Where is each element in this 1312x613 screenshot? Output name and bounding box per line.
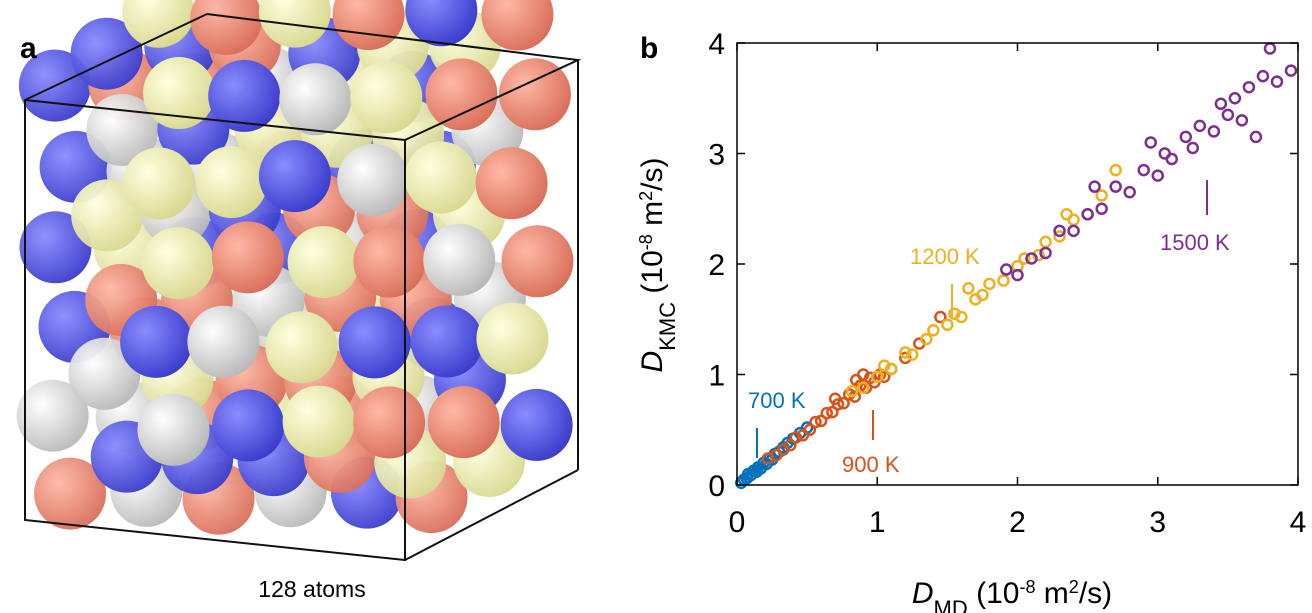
structure-caption: 128 atoms xyxy=(258,576,365,602)
point xyxy=(1167,154,1177,164)
axis-label-part: 2 xyxy=(636,191,656,201)
x-tick-label: 0 xyxy=(729,506,746,539)
panel-label: a xyxy=(20,32,37,65)
x-tick-label: 2 xyxy=(1009,506,1026,539)
y-tick-label: 4 xyxy=(708,28,725,61)
point xyxy=(1195,121,1205,131)
point xyxy=(963,283,973,293)
axis-label-part: m xyxy=(1035,577,1068,610)
point xyxy=(1216,99,1226,109)
point xyxy=(1188,143,1198,153)
axis-label-part: (10 xyxy=(968,577,1020,610)
atom-structure xyxy=(17,0,574,535)
atom xyxy=(339,306,411,378)
atom xyxy=(405,142,477,214)
point xyxy=(1286,66,1296,76)
atom xyxy=(425,58,497,130)
atom xyxy=(120,306,192,378)
x-tick-label: 4 xyxy=(1290,506,1307,539)
point xyxy=(1251,132,1261,142)
atom xyxy=(353,386,425,458)
point xyxy=(1083,209,1093,219)
atom xyxy=(337,144,409,216)
point xyxy=(1146,137,1156,147)
point xyxy=(1090,182,1100,192)
axis-label-part: D xyxy=(912,577,934,610)
axis-label: DMD (10-8 m2/s) xyxy=(912,577,1112,613)
point xyxy=(1062,209,1072,219)
axis-label-part: /s) xyxy=(1079,577,1112,610)
atom xyxy=(279,63,351,135)
point xyxy=(1069,226,1079,236)
atom xyxy=(137,394,209,466)
plot-frame xyxy=(737,43,1298,485)
axis-label-part: -8 xyxy=(636,234,656,250)
atom xyxy=(476,303,548,375)
atom xyxy=(350,61,422,133)
atom xyxy=(283,386,355,458)
x-tick-label: 3 xyxy=(1149,506,1166,539)
axis-label-part: 2 xyxy=(1069,577,1079,597)
atom xyxy=(428,386,500,458)
y-tick-label: 2 xyxy=(708,249,725,282)
point xyxy=(1258,71,1268,81)
y-tick-label: 0 xyxy=(708,470,725,503)
atom xyxy=(476,147,548,219)
atom xyxy=(501,389,573,461)
series-label: 1200 K xyxy=(910,244,980,269)
point xyxy=(984,279,994,289)
point xyxy=(1111,165,1121,175)
point xyxy=(1111,182,1121,192)
figure: a b 128 atoms 0 1 2 3 4 0 1 2 3 4 700 K 900 K 1200 K… xyxy=(0,0,1312,613)
y-tick-label: 3 xyxy=(708,139,725,172)
point xyxy=(928,325,938,335)
point xyxy=(1244,82,1254,92)
axis-label-part: /s) xyxy=(636,158,669,191)
point xyxy=(1209,126,1219,136)
atom xyxy=(353,226,425,298)
axis-label-part: m xyxy=(636,201,669,234)
axis-label-part: D xyxy=(636,351,669,373)
point xyxy=(1041,237,1051,247)
point xyxy=(1097,190,1107,200)
atom xyxy=(501,225,573,297)
point xyxy=(1097,204,1107,214)
atom xyxy=(423,224,495,296)
point xyxy=(1153,171,1163,181)
atom xyxy=(187,306,259,378)
atom xyxy=(411,305,483,377)
point xyxy=(1181,132,1191,142)
point xyxy=(998,276,1008,286)
point xyxy=(1125,187,1135,197)
atom xyxy=(259,140,331,212)
point xyxy=(1230,93,1240,103)
point xyxy=(1223,110,1233,120)
panel-label: b xyxy=(640,32,658,65)
atom xyxy=(266,311,338,383)
axis-label-part: -8 xyxy=(1019,577,1035,597)
y-tick-label: 1 xyxy=(708,360,725,393)
point xyxy=(1265,44,1275,54)
axis-label-part: KMC xyxy=(655,302,680,351)
x-tick-label: 1 xyxy=(869,506,886,539)
series-label: 700 K xyxy=(748,388,806,413)
point xyxy=(942,320,952,330)
atom xyxy=(288,226,360,298)
atom xyxy=(123,147,195,219)
atom xyxy=(212,221,284,293)
series-label: 900 K xyxy=(842,452,900,477)
series-label: 1500 K xyxy=(1160,230,1230,255)
point xyxy=(1139,165,1149,175)
point xyxy=(1001,265,1011,275)
atom xyxy=(142,227,214,299)
point xyxy=(1272,77,1282,87)
atom xyxy=(195,146,267,218)
axis-label: DKMC (10-8 m2/s) xyxy=(636,158,680,373)
axis-label-part: (10 xyxy=(636,250,669,302)
atom xyxy=(212,389,284,461)
axis-label-part: MD xyxy=(934,596,968,613)
point xyxy=(1237,115,1247,125)
